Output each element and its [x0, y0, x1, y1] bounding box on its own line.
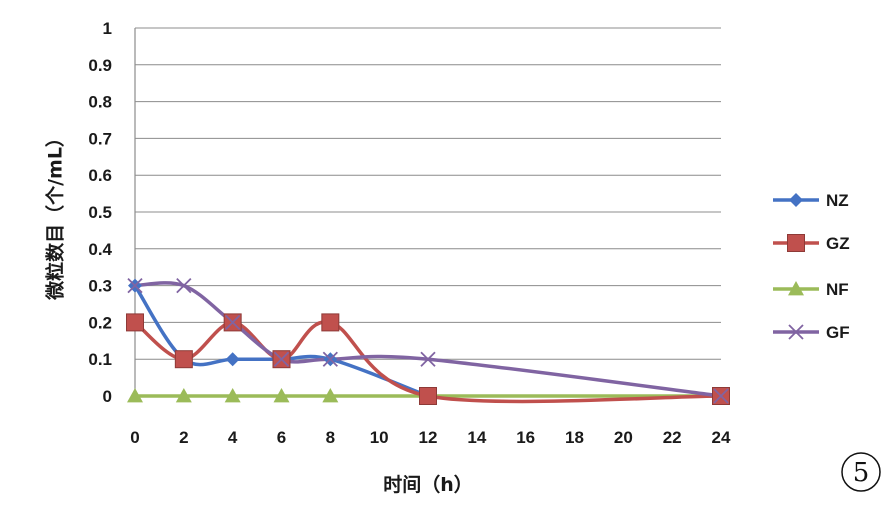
x-tick-label: 8 — [326, 428, 335, 447]
y-tick-label: 0.3 — [88, 277, 112, 296]
corner-number: 5 — [853, 458, 870, 488]
y-axis-title: 微粒数目（个/mL） — [44, 128, 67, 301]
marker-nf — [175, 388, 192, 403]
x-tick-label: 22 — [663, 428, 682, 447]
marker-nf — [322, 388, 339, 403]
y-tick-label: 0.8 — [88, 93, 112, 112]
line-gf — [133, 281, 723, 398]
series-markers — [126, 277, 730, 405]
y-tick-label: 0.2 — [88, 313, 112, 332]
legend-label-gz: GZ — [826, 234, 850, 253]
y-tick-label: 0.4 — [88, 240, 112, 259]
legend-label-gf: GF — [826, 323, 850, 342]
legend-marker-gf — [788, 324, 804, 340]
y-tick-label: 0.9 — [88, 56, 112, 75]
marker-gz — [321, 313, 340, 332]
y-tick-label: 0 — [103, 387, 112, 406]
x-axis-title: 时间（h） — [383, 473, 473, 496]
y-tick-label: 0.7 — [88, 129, 112, 148]
y-tick-label: 0.6 — [88, 166, 112, 185]
legend-marker-nz — [789, 193, 803, 207]
x-tick-label: 4 — [228, 428, 238, 447]
marker-gf — [225, 314, 241, 331]
marker-gz — [126, 313, 144, 332]
marker-nz — [225, 352, 240, 367]
corner-circled-number: 5 — [841, 452, 881, 492]
x-tick-label: 16 — [516, 428, 535, 447]
marker-gf — [420, 351, 436, 367]
marker-gf — [127, 277, 143, 294]
legend-marker-nf — [788, 281, 804, 296]
legend: NZ GZ NF GF — [773, 191, 850, 342]
corner-circle — [841, 452, 881, 492]
legend-marker-gz — [787, 234, 805, 252]
y-tick-label: 0.5 — [88, 203, 112, 222]
series-lines — [133, 281, 723, 404]
x-tick-label: 18 — [565, 428, 584, 447]
x-tick-label: 20 — [614, 428, 633, 447]
marker-nf — [127, 388, 143, 403]
marker-nf — [273, 388, 290, 403]
line-nz — [133, 283, 430, 398]
legend-label-nf: NF — [826, 280, 849, 299]
y-tick-label: 0.1 — [88, 350, 112, 369]
marker-gz — [174, 350, 193, 369]
gridlines — [134, 27, 721, 397]
legend-label-nz: NZ — [826, 191, 849, 210]
x-tick-label: 2 — [179, 428, 188, 447]
x-tick-label: 10 — [370, 428, 389, 447]
y-tick-label: 1 — [103, 19, 112, 38]
marker-nf — [224, 388, 241, 403]
x-tick-label: 6 — [277, 428, 286, 447]
marker-gf — [322, 351, 338, 367]
x-tick-label: 24 — [712, 428, 731, 447]
marker-gf — [713, 388, 729, 404]
marker-gf — [273, 351, 290, 367]
x-tick-label: 14 — [467, 428, 486, 447]
marker-gz — [419, 387, 437, 405]
marker-gf — [176, 277, 192, 294]
x-tick-label: 0 — [130, 428, 139, 447]
x-tick-label: 12 — [419, 428, 438, 447]
y-axis-ticks: 0 0.1 0.2 0.3 0.4 0.5 0.6 0.7 0.8 0.9 1 — [88, 19, 112, 406]
x-axis-ticks: 0 2 4 6 8 10 12 14 16 18 20 22 24 — [130, 428, 731, 447]
